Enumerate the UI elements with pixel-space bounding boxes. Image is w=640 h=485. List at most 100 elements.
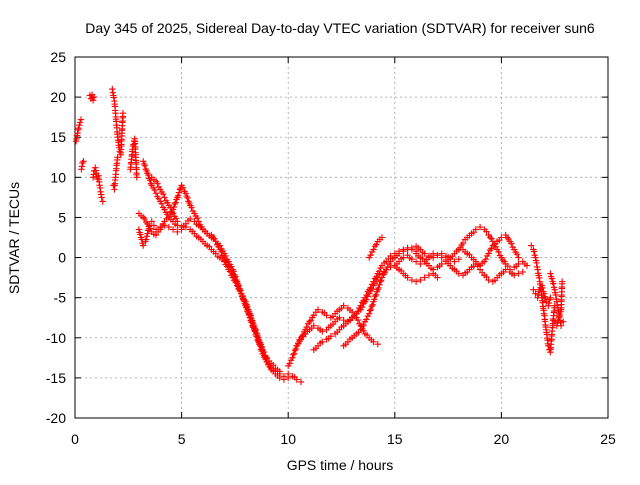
data-point-marker xyxy=(499,256,507,264)
data-point-marker xyxy=(371,242,379,250)
data-point-marker xyxy=(530,248,538,255)
data-point-marker xyxy=(367,284,374,291)
data-point-marker xyxy=(140,158,147,165)
data-point-marker xyxy=(80,158,87,165)
data-point-marker xyxy=(150,222,158,229)
data-point-marker xyxy=(488,245,495,252)
data-point-marker xyxy=(294,340,302,348)
x-tick-label: 15 xyxy=(387,431,403,447)
data-point-marker xyxy=(360,297,367,304)
data-point-marker xyxy=(175,189,183,196)
data-point-marker xyxy=(165,223,173,231)
data-point-marker xyxy=(523,262,531,269)
data-point-marker xyxy=(186,215,194,223)
data-point-marker xyxy=(171,200,178,208)
data-point-marker xyxy=(367,252,374,259)
x-tick-label: 5 xyxy=(178,431,186,447)
data-point-marker xyxy=(547,294,554,301)
data-point-marker xyxy=(285,370,292,378)
data-point-marker xyxy=(370,338,377,345)
data-point-marker xyxy=(255,336,262,343)
data-point-marker xyxy=(172,199,179,206)
data-point-marker xyxy=(250,324,258,332)
data-point-marker xyxy=(434,251,441,259)
data-point-marker xyxy=(340,316,347,324)
data-point-marker xyxy=(354,316,362,324)
data-point-marker xyxy=(314,306,322,313)
data-point-marker xyxy=(140,214,147,221)
data-point-marker xyxy=(323,312,330,319)
data-point-marker xyxy=(297,378,305,386)
data-point-marker xyxy=(455,270,462,277)
data-point-marker xyxy=(158,223,165,231)
data-point-marker xyxy=(371,296,378,303)
data-point-marker xyxy=(377,278,384,285)
y-tick-label: 10 xyxy=(50,169,66,185)
data-point-marker xyxy=(306,318,313,325)
data-point-marker xyxy=(299,331,307,339)
data-point-marker xyxy=(371,292,379,300)
data-point-marker xyxy=(266,363,273,371)
data-point-marker xyxy=(174,228,181,236)
data-point-marker xyxy=(159,190,167,198)
data-point-marker xyxy=(455,255,462,263)
data-point-marker xyxy=(292,345,300,353)
data-point-marker xyxy=(336,314,343,321)
data-point-marker xyxy=(76,119,84,126)
data-point-marker xyxy=(140,242,147,249)
y-tick-label: -10 xyxy=(46,330,66,346)
data-point-marker xyxy=(459,239,467,247)
data-point-marker xyxy=(354,308,362,315)
data-point-marker xyxy=(551,318,558,325)
data-point-marker xyxy=(495,248,502,256)
data-point-marker xyxy=(378,274,386,281)
data-point-marker xyxy=(141,215,148,223)
data-point-marker xyxy=(226,264,234,271)
data-point-marker xyxy=(144,230,151,237)
data-point-marker xyxy=(368,302,375,310)
x-tick-label: 10 xyxy=(280,431,296,447)
data-point-marker xyxy=(231,274,239,281)
y-tick-label: -5 xyxy=(54,290,67,306)
x-tick-label: 20 xyxy=(494,431,510,447)
data-point-marker xyxy=(174,218,181,225)
data-point-marker xyxy=(286,360,293,367)
data-point-marker xyxy=(363,316,370,323)
data-point-marker xyxy=(133,174,141,181)
data-point-marker xyxy=(375,268,383,275)
data-point-marker xyxy=(119,109,127,117)
data-point-marker xyxy=(327,332,335,340)
data-point-marker xyxy=(395,250,403,257)
data-point-marker xyxy=(558,278,566,285)
data-point-marker xyxy=(310,322,317,329)
chart-title: Day 345 of 2025, Sidereal Day-to-day VTE… xyxy=(85,20,595,36)
y-tick-label: 5 xyxy=(58,209,66,225)
data-point-marker xyxy=(476,223,484,231)
data-point-marker xyxy=(488,235,495,242)
data-point-marker xyxy=(547,270,554,277)
data-point-marker xyxy=(291,347,299,354)
data-point-marker xyxy=(363,291,370,299)
data-point-marker xyxy=(142,236,150,243)
data-point-marker xyxy=(169,226,177,233)
data-point-marker xyxy=(429,266,437,273)
data-point-marker xyxy=(555,317,562,324)
data-point-marker xyxy=(276,368,283,375)
data-point-marker xyxy=(182,190,190,197)
data-point-marker xyxy=(400,247,407,255)
data-point-marker xyxy=(408,276,416,284)
data-point-marker xyxy=(114,154,121,161)
data-point-marker xyxy=(258,343,265,350)
data-point-marker xyxy=(280,373,288,380)
data-point-marker xyxy=(360,327,367,334)
tick-layer: 0 5 10 15 20 25 -20 -15 -10 -5 0 5 10 15 20 25 xyxy=(46,49,616,447)
data-point-marker xyxy=(233,280,241,287)
data-point-marker xyxy=(211,235,218,242)
data-point-marker xyxy=(482,256,489,263)
y-tick-label: 0 xyxy=(58,250,66,266)
data-point-marker xyxy=(89,97,97,104)
data-point-marker xyxy=(408,244,416,252)
data-point-marker xyxy=(340,302,347,309)
data-point-marker xyxy=(79,159,86,167)
data-point-marker xyxy=(209,234,217,241)
